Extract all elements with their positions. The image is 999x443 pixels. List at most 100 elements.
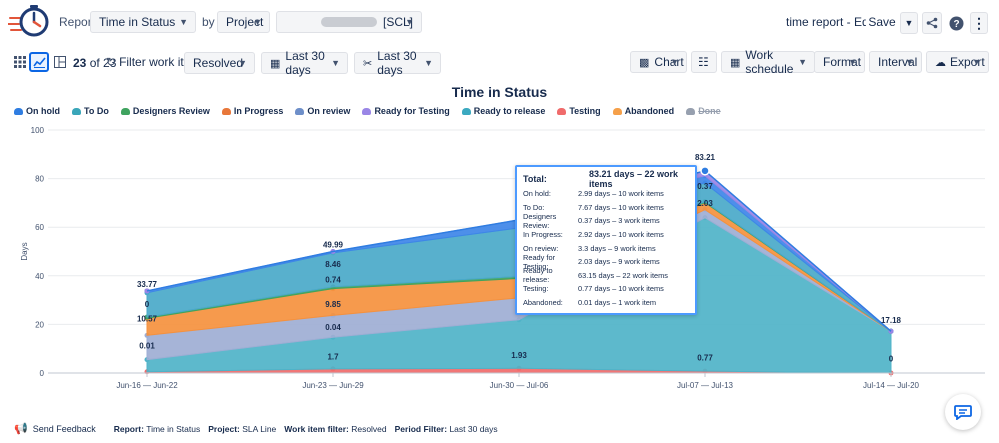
view-chart-button[interactable]	[29, 52, 49, 72]
legend-swatch	[120, 107, 130, 115]
chart-type-button[interactable]: ▩ Chart ▼	[630, 51, 687, 73]
refresh-icon: ↻	[106, 55, 117, 69]
legend-item[interactable]: To Do	[72, 104, 109, 118]
tooltip-row-label: Abandoned:	[523, 298, 563, 308]
chevron-down-icon: ▼	[904, 18, 914, 28]
tooltip-row-label: Testing:	[523, 284, 549, 294]
tooltip-row: Abandoned: 0.01 days – 1 work item	[523, 296, 689, 310]
legend-item[interactable]: Done	[686, 104, 721, 118]
group-by-select[interactable]: Project ▼	[217, 11, 270, 33]
project-select-value: [SCL]	[382, 15, 413, 29]
layout-icon	[54, 56, 66, 68]
filter-select-value: Resolved	[193, 56, 244, 70]
data-label: 0.01	[139, 341, 155, 350]
top-bar: Report: Time in Status ▼ by Project ▼ [S…	[0, 0, 999, 44]
project-select[interactable]: [SCL] ▼	[276, 11, 422, 33]
send-feedback-link[interactable]: 📢 Send Feedback	[14, 422, 96, 435]
period-select-2[interactable]: ✂ Last 30 days ▼	[354, 49, 441, 77]
period-select-1[interactable]: ▦ Last 30 days ▼	[261, 49, 348, 77]
legend-item[interactable]: Ready for Testing	[362, 104, 450, 118]
footer-project-value: SLA Line	[242, 423, 277, 434]
legend-item[interactable]: Testing	[557, 104, 601, 118]
chevron-down-icon: ▼	[331, 58, 340, 68]
footer-period-value: Last 30 days	[449, 423, 498, 434]
data-label: 49.99	[323, 241, 344, 250]
view-layout-button[interactable]	[50, 52, 70, 72]
tooltip-row-value: 0.77 days – 10 work items	[578, 284, 664, 294]
x-tick-label: Jun-30 — Jul-06	[490, 381, 549, 390]
y-tick-label: 0	[40, 369, 45, 378]
legend-item[interactable]: On hold	[14, 104, 60, 118]
data-label: 17.18	[881, 316, 902, 325]
share-button[interactable]	[922, 12, 942, 34]
tooltip-row-label: In Progress:	[523, 230, 563, 240]
legend-swatch	[461, 107, 471, 115]
chart-settings-button[interactable]: ☷	[691, 51, 717, 73]
data-label: 0.04	[325, 323, 341, 332]
filter-select[interactable]: Resolved ▼	[184, 52, 255, 74]
data-label: 0.74	[325, 276, 341, 285]
count-of: of 23	[89, 56, 117, 70]
report-label: Report:	[59, 15, 99, 29]
tooltip-row-label: On hold:	[523, 189, 551, 199]
tooltip-row-value: 2.03 days – 9 work items	[578, 257, 660, 267]
more-options-button[interactable]: ⋮	[970, 12, 988, 34]
footer-filter: Work item filter: Resolved	[284, 424, 386, 434]
y-axis-label: Days	[20, 242, 29, 260]
legend-swatch	[686, 107, 696, 115]
legend-item[interactable]: Abandoned	[612, 104, 675, 118]
tooltip-row: On review: 3.3 days – 9 work items	[523, 241, 689, 255]
legend-label: Abandoned	[624, 106, 675, 116]
view-grid-button[interactable]	[10, 52, 30, 72]
legend-item[interactable]: In Progress	[221, 104, 283, 118]
interval-button[interactable]: Interval ▼	[869, 51, 922, 73]
tooltip-total: Total: 83.21 days – 22 work items	[523, 169, 689, 189]
image-icon: ▩	[639, 56, 650, 69]
tooltip-row-label: Ready to release:	[523, 266, 553, 285]
data-label: 0	[145, 300, 150, 309]
more-icon: ⋮	[972, 15, 986, 31]
export-button[interactable]: ☁ Export ▼	[926, 51, 989, 73]
legend-label: Ready to release	[473, 106, 546, 116]
megaphone-icon: 📢	[14, 423, 28, 435]
tooltip-row-value: 7.67 days – 10 work items	[578, 202, 664, 212]
chevron-down-icon: ▼	[670, 57, 679, 67]
tooltip-row-value: 2.92 days – 10 work items	[578, 230, 664, 240]
legend-item[interactable]: On review	[295, 104, 350, 118]
tooltip-row-label: Designers Review:	[523, 211, 557, 230]
legend-item[interactable]: Ready to release	[461, 104, 546, 118]
y-tick-label: 20	[35, 320, 44, 329]
x-tick-label: Jun-16 — Jun-22	[116, 381, 178, 390]
format-button[interactable]: Format ▼	[814, 51, 865, 73]
tooltip-row: To Do: 7.67 days – 10 work items	[523, 201, 689, 215]
tooltip-row: On hold: 2.99 days – 10 work items	[523, 187, 689, 201]
legend-label: Testing	[569, 106, 601, 116]
tooltip-row-value: 63.15 days – 22 work items	[578, 270, 668, 280]
x-tick-label: Jul-14 — Jul-20	[863, 381, 920, 390]
help-button[interactable]: ?	[946, 12, 966, 34]
tooltip-row-value: 0.01 days – 1 work item	[578, 298, 657, 308]
tools-icon: ✂	[363, 57, 373, 70]
report-select-value: Time in Status	[99, 15, 176, 29]
sliders-icon: ☷	[698, 55, 709, 69]
work-schedule-button[interactable]: ▦ Work schedule ▼	[721, 48, 815, 76]
chart-legend: On hold To Do Designers Review In Progress O…	[14, 104, 733, 118]
y-tick-label: 80	[35, 175, 44, 184]
legend-swatch	[221, 107, 231, 115]
calendar-icon: ▦	[270, 57, 281, 70]
tooltip-row: Ready for Testing: 2.03 days – 9 work ite…	[523, 253, 689, 271]
legend-item[interactable]: Designers Review	[120, 104, 210, 118]
legend-label: To Do	[84, 106, 109, 116]
chart-tooltip: Total: 83.21 days – 22 work items On hol…	[515, 165, 697, 315]
work-schedule-label: Work schedule	[745, 48, 794, 76]
x-tick-label: Jul-07 — Jul-13	[677, 381, 734, 390]
format-label: Format	[823, 55, 862, 69]
legend-label: Done	[698, 106, 721, 116]
chat-support-button[interactable]	[945, 394, 981, 430]
save-options-button[interactable]: ▼	[900, 12, 918, 34]
report-select[interactable]: Time in Status ▼	[90, 11, 196, 33]
footer-report: Report: Time in Status	[114, 424, 200, 434]
tooltip-row-value: 3.3 days – 9 work items	[578, 243, 656, 253]
chevron-down-icon: ▼	[179, 17, 188, 27]
save-button[interactable]: Save	[866, 11, 898, 33]
